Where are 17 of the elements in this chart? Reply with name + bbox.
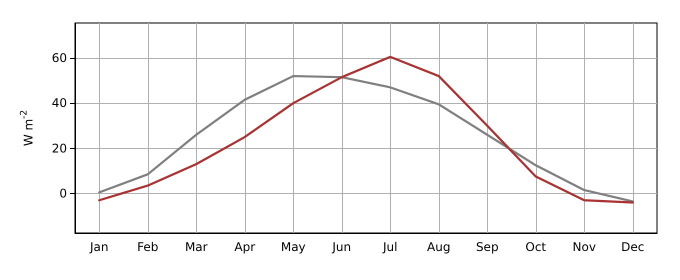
x-tick-label: Aug <box>427 240 450 254</box>
x-tick-label: May <box>280 240 306 254</box>
x-tick-label: Feb <box>137 240 158 254</box>
x-tick-label: Dec <box>621 240 644 254</box>
x-tick-label: Sep <box>476 240 499 254</box>
x-tick-label: Jan <box>89 240 108 254</box>
y-tick-label: 40 <box>52 96 67 110</box>
x-tick-label: Oct <box>525 240 546 254</box>
x-tick-label: Jun <box>331 240 352 254</box>
x-tick-label: Nov <box>572 240 596 254</box>
x-tick-label: Apr <box>234 240 256 254</box>
x-tick-label: Jul <box>382 240 398 254</box>
y-tick-label: 0 <box>59 186 67 200</box>
x-tick-label: Mar <box>184 240 208 254</box>
y-tick-label: 60 <box>52 51 67 65</box>
y-axis-title: W m-2 <box>20 110 36 146</box>
y-tick-label: 20 <box>52 141 67 156</box>
